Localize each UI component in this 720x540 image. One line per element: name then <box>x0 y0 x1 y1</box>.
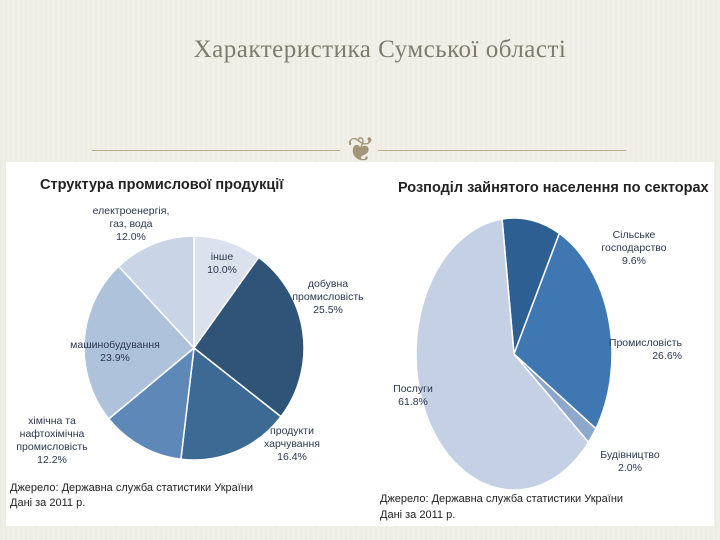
chart-1-label-4: машинобудування 23.9% <box>70 339 160 364</box>
chart-1-slice-3 <box>107 346 195 461</box>
chart-1-source-line-1: Джерело: Державна служба статистики Укра… <box>10 482 253 494</box>
chart-2-slice-0 <box>501 217 561 355</box>
chart-2-slice-3 <box>415 218 590 491</box>
chart-1-label-3: хімічна та нафтохімічна промисловість 12.2% <box>16 415 88 466</box>
chart-1-source-line-2: Дані за 2011 р. <box>10 497 85 509</box>
chart-2-title: Розподіл зайнятого населення по секторах <box>398 180 709 196</box>
title-divider-right <box>378 150 626 151</box>
chart-1-labels: інше 10.0% добувна промисловість 25.5% продук… <box>16 205 364 466</box>
chart-1-label-0: інше 10.0% <box>207 251 237 276</box>
chart-1-slice-1 <box>192 256 305 418</box>
chart-1-slice-2 <box>180 346 282 461</box>
chart-2-labels: Сільське господарство 9.6% Промисловість 26.… <box>393 229 682 474</box>
chart-1-label-1: добувна промисловість 25.5% <box>292 278 364 316</box>
chart-2-label-0: Сільське господарство 9.6% <box>601 229 666 267</box>
chart-1-label-5: електроенергія, газ, вода 12.0% <box>93 205 170 243</box>
chart-1-label-2: продукти харчування 16.4% <box>264 425 320 463</box>
chart-2-slice-1 <box>513 232 613 430</box>
chart-2-source-line-1: Джерело: Державна служба статистики Укра… <box>380 493 623 505</box>
chart-1-title: Структура промислової продукції <box>40 177 284 193</box>
chart-2-pie <box>415 217 613 491</box>
title-divider-left <box>92 150 340 151</box>
slide-title: Характеристика Сумської області <box>193 36 567 63</box>
chart-1-slice-5 <box>117 235 195 350</box>
chart-1-pie <box>83 235 305 461</box>
charts-panel: Структура промислової продукції інше 10.0… <box>6 162 714 526</box>
chart-2-label-2: Будівництво 2.0% <box>600 449 660 474</box>
chart-1-slice-4 <box>83 265 196 420</box>
chart-2-label-1: Промисловість 26.6% <box>609 337 683 362</box>
charts-svg: Структура промислової продукції інше 10.0… <box>10 177 709 521</box>
chart-2-label-3: Послуги 61.8% <box>393 383 433 408</box>
chart-2-source-line-2: Дані за 2011 р. <box>380 509 455 521</box>
